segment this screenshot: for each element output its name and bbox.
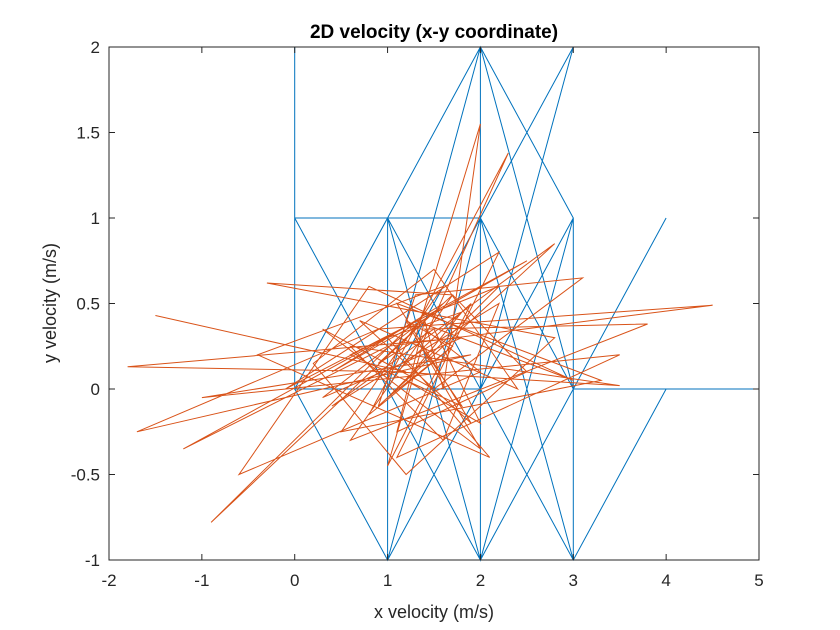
x-tick-label: 2 — [476, 571, 485, 590]
y-axis-label: y velocity (m/s) — [40, 243, 60, 363]
series-line-1 — [293, 45, 759, 562]
y-tick-label: 0 — [91, 380, 100, 399]
y-tick-label: -0.5 — [71, 466, 100, 485]
y-tick-label: -1 — [85, 551, 100, 570]
y-tick-label: 1 — [91, 209, 100, 228]
x-tick-label: 5 — [754, 571, 763, 590]
x-tick-label: -2 — [101, 571, 116, 590]
y-tick-label: 0.5 — [76, 295, 100, 314]
x-axis-label: x velocity (m/s) — [374, 602, 494, 622]
x-tick-label: 4 — [661, 571, 670, 590]
chart-title: 2D velocity (x-y coordinate) — [310, 22, 558, 43]
y-tick-label: 2 — [91, 38, 100, 57]
x-tick-label: -1 — [194, 571, 209, 590]
series-line-2 — [127, 123, 713, 523]
tick-layer: -2 -1 0 1 2 3 4 5-1-0.500.511.52 — [71, 38, 764, 590]
y-tick-label: 1.5 — [76, 124, 100, 143]
series-layer — [127, 45, 759, 562]
x-tick-label: 1 — [383, 571, 392, 590]
x-tick-label: 3 — [569, 571, 578, 590]
x-tick-label: 0 — [290, 571, 299, 590]
